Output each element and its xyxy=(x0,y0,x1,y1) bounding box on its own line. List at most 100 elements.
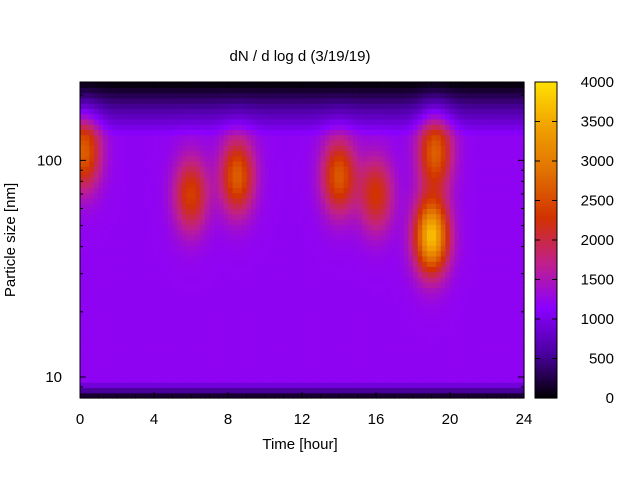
heatmap-cell xyxy=(426,166,433,173)
heatmap-cell xyxy=(366,261,372,267)
heatmap-cell xyxy=(519,319,525,325)
heatmap-cell xyxy=(269,387,275,394)
heatmap-cell xyxy=(362,213,368,220)
heatmap-cell xyxy=(343,134,349,141)
heatmap-cell xyxy=(144,139,150,146)
heatmap-cell xyxy=(135,213,141,220)
heatmap-cell xyxy=(121,271,127,278)
heatmap-cell xyxy=(93,150,100,157)
heatmap-cell xyxy=(241,376,248,383)
heatmap-cell xyxy=(241,234,248,241)
heatmap-cell xyxy=(181,197,187,204)
heatmap-cell xyxy=(389,271,396,278)
heatmap-cell xyxy=(514,171,520,178)
heatmap-cell xyxy=(195,334,201,341)
heatmap-cell xyxy=(394,134,400,141)
heatmap-cell xyxy=(302,229,308,236)
heatmap-cell xyxy=(283,292,289,299)
heatmap-cell xyxy=(117,261,123,267)
heatmap-cell xyxy=(482,276,488,283)
heatmap-cell xyxy=(482,176,488,183)
heatmap-cell xyxy=(292,266,298,273)
heatmap-cell xyxy=(107,124,113,130)
heatmap-cell xyxy=(343,129,349,136)
heatmap-cell xyxy=(228,313,234,320)
heatmap-cell xyxy=(107,155,113,162)
heatmap-cell xyxy=(408,161,414,167)
heatmap-cell xyxy=(389,329,396,336)
heatmap-cell xyxy=(440,350,446,357)
heatmap-cell xyxy=(468,255,474,262)
heatmap-cell xyxy=(380,319,386,325)
heatmap-cell xyxy=(315,197,322,204)
heatmap-cell xyxy=(246,182,252,188)
heatmap-cell xyxy=(454,345,460,352)
heatmap-cell xyxy=(399,187,405,194)
heatmap-cell xyxy=(426,208,433,215)
heatmap-cell xyxy=(445,229,451,236)
heatmap-cell xyxy=(468,387,474,394)
heatmap-cell xyxy=(487,208,493,215)
heatmap-cell xyxy=(149,282,155,288)
heatmap-cell xyxy=(172,218,178,225)
heatmap-cell xyxy=(487,366,493,373)
heatmap-cell xyxy=(140,387,146,394)
heatmap-cell xyxy=(445,150,451,157)
heatmap-cell xyxy=(283,213,289,220)
heatmap-cell xyxy=(297,139,303,146)
heatmap-cell xyxy=(260,176,266,183)
heatmap-cell xyxy=(320,334,326,341)
heatmap-cell xyxy=(371,224,377,231)
heatmap-cell xyxy=(126,176,132,183)
heatmap-cell xyxy=(329,234,335,241)
heatmap-cell xyxy=(251,271,257,278)
heatmap-cell xyxy=(408,340,414,346)
heatmap-cell xyxy=(288,287,294,294)
heatmap-cell xyxy=(265,187,271,194)
heatmap-cell xyxy=(297,224,303,231)
heatmap-cell xyxy=(223,271,229,278)
heatmap-cell xyxy=(463,218,470,225)
heatmap-cell xyxy=(158,366,164,373)
heatmap-cell xyxy=(329,287,335,294)
heatmap-cell xyxy=(431,308,437,315)
heatmap-cell xyxy=(348,303,354,310)
heatmap-cell xyxy=(181,297,187,304)
heatmap-cell xyxy=(260,324,266,331)
heatmap-cell xyxy=(325,366,331,373)
heatmap-cell xyxy=(158,124,164,130)
heatmap-cell xyxy=(399,319,405,325)
heatmap-cell xyxy=(288,197,294,204)
heatmap-cell xyxy=(431,376,437,383)
heatmap-cell xyxy=(352,313,359,320)
heatmap-cell xyxy=(500,245,507,252)
heatmap-cell xyxy=(306,155,312,162)
heatmap-cell xyxy=(399,387,405,394)
heatmap-cell xyxy=(84,176,90,183)
heatmap-cell xyxy=(149,382,155,389)
heatmap-cell xyxy=(251,129,257,136)
heatmap-cell xyxy=(366,250,372,257)
heatmap-cell xyxy=(500,292,507,299)
heatmap-cell xyxy=(315,203,322,209)
heatmap-cell xyxy=(473,334,479,341)
heatmap-cell xyxy=(399,161,405,167)
heatmap-cell xyxy=(380,292,386,299)
heatmap-cell xyxy=(426,240,433,246)
heatmap-cell xyxy=(214,171,220,178)
heatmap-cell xyxy=(158,155,164,162)
heatmap-cell xyxy=(482,187,488,194)
heatmap-cell xyxy=(292,134,298,141)
heatmap-cell xyxy=(445,371,451,378)
heatmap-cell xyxy=(149,355,155,362)
heatmap-cell xyxy=(519,340,525,346)
heatmap-cell xyxy=(348,187,354,194)
heatmap-cell xyxy=(232,224,238,231)
heatmap-cell xyxy=(297,208,303,215)
heatmap-cell xyxy=(389,319,396,325)
heatmap-cell xyxy=(394,355,400,362)
heatmap-cell xyxy=(292,150,298,157)
heatmap-cell xyxy=(135,313,141,320)
heatmap-cell xyxy=(450,245,456,252)
heatmap-cell xyxy=(84,182,90,188)
